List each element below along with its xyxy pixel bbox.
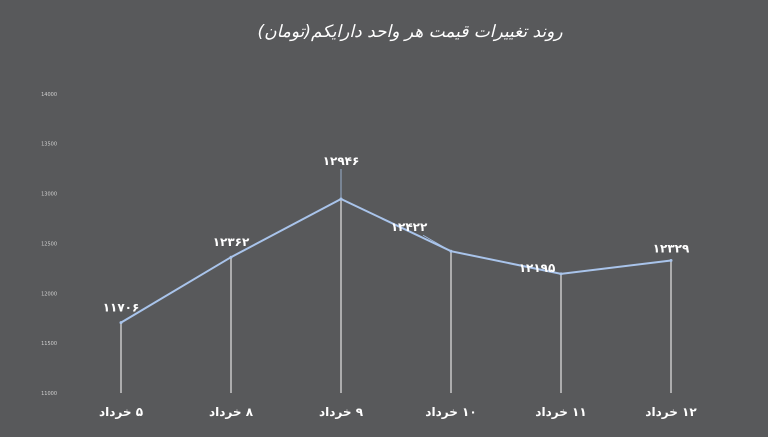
- y-tick-label: 12000: [41, 291, 57, 297]
- y-tick-label: 11500: [41, 341, 57, 347]
- data-point: [559, 272, 563, 276]
- data-label: ۱۲۱۹۵: [519, 261, 556, 275]
- data-label: ۱۲۹۴۶: [323, 154, 360, 168]
- y-tick-label: 12500: [41, 241, 57, 247]
- data-label-leader: [422, 234, 452, 252]
- y-axis-ticks: 11000 11500 12000 12500 13000 13500 14000: [41, 92, 57, 397]
- y-tick-label: 13500: [41, 142, 57, 148]
- x-tick-label: ۱۲ خرداد: [645, 405, 697, 419]
- data-label: ۱۲۳۶۲: [213, 235, 250, 249]
- data-points: [119, 197, 673, 325]
- x-tick-label: ۱۰ خرداد: [425, 405, 476, 419]
- x-axis-ticks: ۵ خرداد ۸ خرداد ۹ خرداد ۱۰ خرداد ۱۱ خرداد ۱۲ …: [99, 405, 697, 419]
- data-label: ۱۲۳۲۹: [653, 241, 690, 255]
- x-tick-label: ۱۱ خرداد: [535, 405, 586, 419]
- x-tick-label: ۵ خرداد: [99, 405, 143, 419]
- y-tick-label: 14000: [41, 92, 57, 98]
- x-tick-label: ۹ خرداد: [319, 405, 364, 419]
- data-label: ۱۲۴۲۲: [391, 220, 428, 234]
- chart-title: روند تغییرات قیمت هر واحد دارایکم(تومان): [257, 22, 563, 42]
- data-label: ۱۱۷۰۶: [103, 301, 140, 315]
- x-tick-label: ۸ خرداد: [209, 405, 254, 419]
- data-point: [669, 258, 673, 262]
- data-labels: ۱۱۷۰۶ ۱۲۳۶۲ ۱۲۹۴۶ ۱۲۴۲۲ ۱۲۱۹۵ ۱۲۳۲۹: [103, 154, 690, 315]
- series-line-group: [120, 197, 672, 324]
- y-tick-label: 13000: [41, 192, 57, 198]
- data-point: [229, 255, 233, 259]
- data-point: [119, 321, 123, 325]
- series-line: [120, 197, 672, 324]
- drop-lines: [120, 198, 672, 393]
- y-tick-label: 11000: [41, 391, 57, 397]
